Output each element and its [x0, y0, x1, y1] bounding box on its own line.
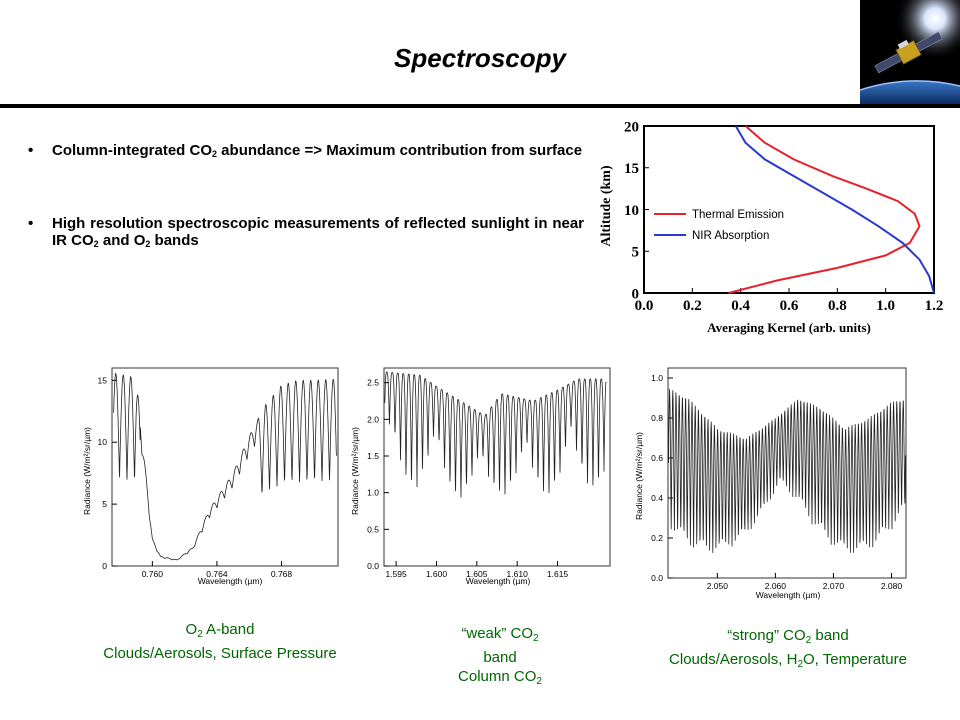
x-tick-label: 1.2	[925, 298, 944, 314]
strong-co2-spectrum-chart: Radiance (W/m²/sr/µm) Wavelength (µm) 2.…	[634, 367, 907, 600]
x-ticks: 2.050 2.060 2.070 2.080	[707, 573, 903, 591]
y-tick-label: 20	[624, 119, 639, 135]
y-ticks: 0 5 10 15	[98, 375, 117, 571]
x-tick-label: 1.595	[385, 569, 407, 579]
x-tick-label: 0.8	[828, 298, 847, 314]
y-tick-label: 0.0	[367, 561, 379, 571]
x-axis-label: Wavelength (µm)	[198, 576, 263, 586]
y-tick-label: 1.0	[367, 488, 379, 498]
spectrum-line	[668, 388, 906, 553]
x-tick-label: 0.6	[780, 298, 799, 314]
x-tick-label: 2.050	[707, 581, 729, 591]
y-tick-label: 2.0	[367, 414, 379, 424]
caption-line: band	[483, 649, 517, 666]
y-tick-label: 0.0	[651, 573, 663, 583]
bullet-text: High resolution spectroscopic measuremen…	[52, 215, 584, 249]
y-tick-label: 0.8	[651, 413, 663, 423]
y-axis-label: Radiance (W/m²/sr/µm)	[82, 427, 92, 515]
satellite-image	[860, 0, 960, 104]
y-tick-label: 0.6	[651, 453, 663, 463]
x-tick-label: 1.600	[426, 569, 448, 579]
slide-title: Spectroscopy	[394, 43, 566, 73]
y-tick-label: 1.0	[651, 373, 663, 383]
legend-nir-absorption: NIR Absorption	[692, 230, 769, 242]
x-tick-label: 0.764	[206, 569, 228, 579]
thermal-emission-line	[728, 125, 921, 294]
x-ticks: 1.595 1.600 1.605 1.610 1.615	[385, 561, 568, 579]
caption-line: O2 A-band	[185, 621, 255, 640]
y-tick-label: 0	[632, 286, 640, 302]
x-tick-label: 1.605	[466, 569, 488, 579]
weak-co2-spectrum-chart: Radiance (W/m²/sr/µm) Wavelength (µm) 1.…	[350, 367, 611, 586]
spectrum-line	[384, 371, 607, 498]
y-tick-label: 10	[98, 437, 108, 447]
caption-line: “strong” CO2 band	[727, 627, 849, 646]
y-ticks: 0 5 10 15 20	[624, 119, 649, 302]
y-tick-label: 5	[102, 499, 107, 509]
y-tick-label: 10	[624, 203, 639, 219]
x-axis-label: Wavelength (µm)	[466, 576, 531, 586]
caption-line: Clouds/Aerosols, Surface Pressure	[103, 645, 337, 662]
x-axis-label: Wavelength (µm)	[756, 590, 821, 600]
plot-frame	[383, 367, 611, 567]
x-tick-label: 1.610	[507, 569, 529, 579]
plot-frame	[643, 125, 935, 294]
legend: Thermal Emission NIR Absorption	[654, 209, 784, 242]
x-tick-label: 0.760	[142, 569, 164, 579]
x-tick-label: 2.070	[823, 581, 845, 591]
y-tick-label: 0	[102, 561, 107, 571]
y-axis-label: Altitude (km)	[599, 165, 614, 247]
nir-absorption-line	[734, 125, 935, 294]
y-tick-label: 5	[632, 245, 640, 261]
x-tick-label: 0.2	[683, 298, 702, 314]
y-tick-label: 0.4	[651, 493, 663, 503]
y-axis-label: Radiance (W/m²/sr/µm)	[350, 427, 360, 515]
caption-o2-aband: O2 A-band Clouds/Aerosols, Surface Press…	[60, 620, 380, 663]
x-tick-label: 2.060	[765, 581, 787, 591]
caption-weak-co2: “weak” CO2 band Column CO2	[420, 624, 580, 691]
series-lines	[668, 388, 906, 553]
bullet-item: Column-integrated CO2 abundance => Maxim…	[28, 142, 584, 163]
caption-line: “weak” CO2	[461, 625, 539, 644]
bullet-list: Column-integrated CO2 abundance => Maxim…	[28, 142, 584, 253]
x-tick-label: 1.615	[547, 569, 569, 579]
series-lines	[384, 371, 607, 498]
plot-frame	[111, 367, 339, 567]
x-ticks: 0.760 0.764 0.768	[142, 561, 293, 579]
legend-thermal-emission: Thermal Emission	[692, 209, 784, 221]
y-tick-label: 0.2	[651, 533, 663, 543]
bullet-item: High resolution spectroscopic measuremen…	[28, 215, 584, 253]
x-ticks: 0.0 0.2 0.4 0.6 0.8 1.0 1.2	[635, 288, 944, 314]
caption-line: Column CO2	[458, 668, 542, 687]
y-ticks: 0.0 0.5 1.0 1.5 2.0 2.5	[367, 378, 389, 571]
x-axis-label: Averaging Kernel (arb. units)	[707, 320, 871, 335]
o2-aband-spectrum-chart: Radiance (W/m²/sr/µm) Wavelength (µm) 0.…	[82, 367, 339, 586]
series-lines	[113, 372, 337, 561]
spectrum-line	[113, 372, 337, 561]
averaging-kernel-chart: Altitude (km) Averaging Kernel (arb. uni…	[599, 119, 944, 335]
x-tick-label: 0.4	[731, 298, 750, 314]
x-tick-label: 2.080	[881, 581, 903, 591]
series-lines	[728, 125, 935, 294]
x-tick-label: 0.768	[271, 569, 293, 579]
caption-strong-co2: “strong” CO2 band Clouds/Aerosols, H2O, …	[630, 626, 946, 674]
y-tick-label: 0.5	[367, 524, 379, 534]
x-tick-label: 0.0	[635, 298, 654, 314]
y-tick-label: 15	[98, 375, 108, 385]
y-axis-label: Radiance (W/m²/sr/µm)	[634, 432, 644, 520]
x-tick-label: 1.0	[876, 298, 895, 314]
y-tick-label: 2.5	[367, 378, 379, 388]
plot-frame	[667, 367, 907, 579]
caption-line: Clouds/Aerosols, H2O, Temperature	[669, 651, 907, 670]
bullet-text: Column-integrated CO2 abundance => Maxim…	[52, 142, 583, 159]
title-divider	[0, 104, 960, 108]
y-tick-label: 15	[624, 161, 639, 177]
y-tick-label: 1.5	[367, 451, 379, 461]
